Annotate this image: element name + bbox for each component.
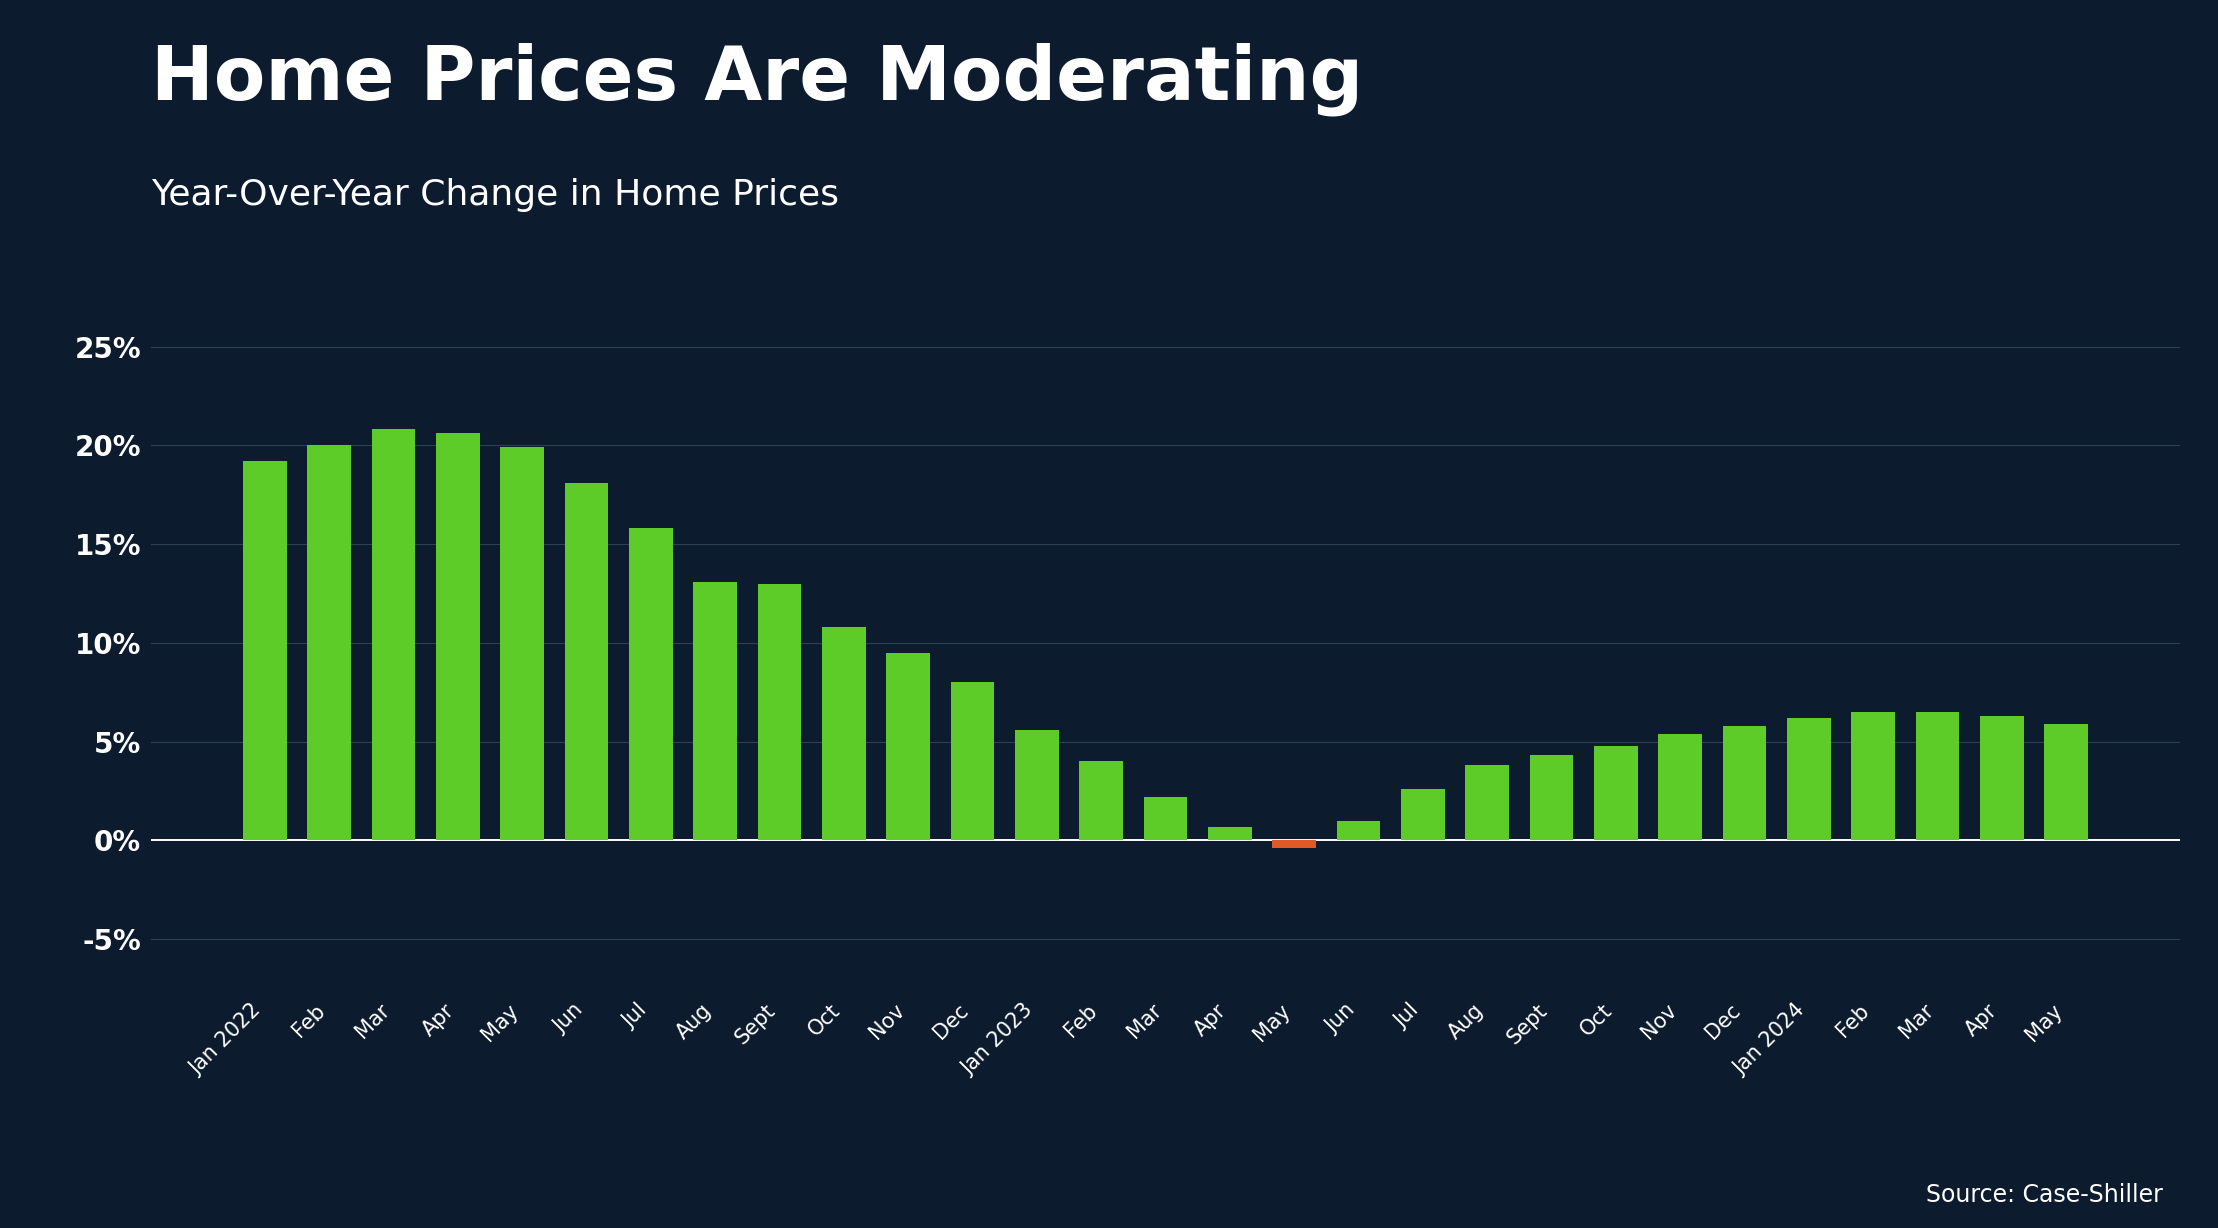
Bar	[1209, 826, 1251, 840]
Bar	[1144, 797, 1187, 840]
Bar	[1016, 729, 1058, 840]
Text: Source: Case-Shiller: Source: Case-Shiller	[1925, 1183, 2163, 1207]
Bar	[1530, 755, 1573, 840]
Bar	[1852, 712, 1894, 840]
Bar	[1337, 820, 1380, 840]
Bar	[630, 528, 672, 840]
Bar	[1981, 716, 2023, 840]
Text: Home Prices Are Moderating: Home Prices Are Moderating	[151, 43, 1362, 117]
Bar	[308, 446, 350, 840]
Bar	[952, 683, 994, 840]
Bar	[694, 582, 736, 840]
Bar	[373, 430, 415, 840]
Text: Year-Over-Year Change in Home Prices: Year-Over-Year Change in Home Prices	[151, 178, 838, 212]
Bar	[437, 433, 479, 840]
Bar	[1402, 790, 1444, 840]
Bar	[244, 460, 286, 840]
Bar	[1466, 765, 1508, 840]
Bar	[1595, 745, 1637, 840]
Bar	[1273, 840, 1315, 849]
Bar	[566, 483, 608, 840]
Bar	[1916, 712, 1958, 840]
Bar	[759, 583, 801, 840]
Bar	[1723, 726, 1766, 840]
Bar	[501, 447, 543, 840]
Bar	[1659, 733, 1701, 840]
Bar	[887, 653, 929, 840]
Bar	[823, 628, 865, 840]
Bar	[2045, 723, 2087, 840]
Bar	[1080, 761, 1122, 840]
Bar	[1788, 718, 1830, 840]
